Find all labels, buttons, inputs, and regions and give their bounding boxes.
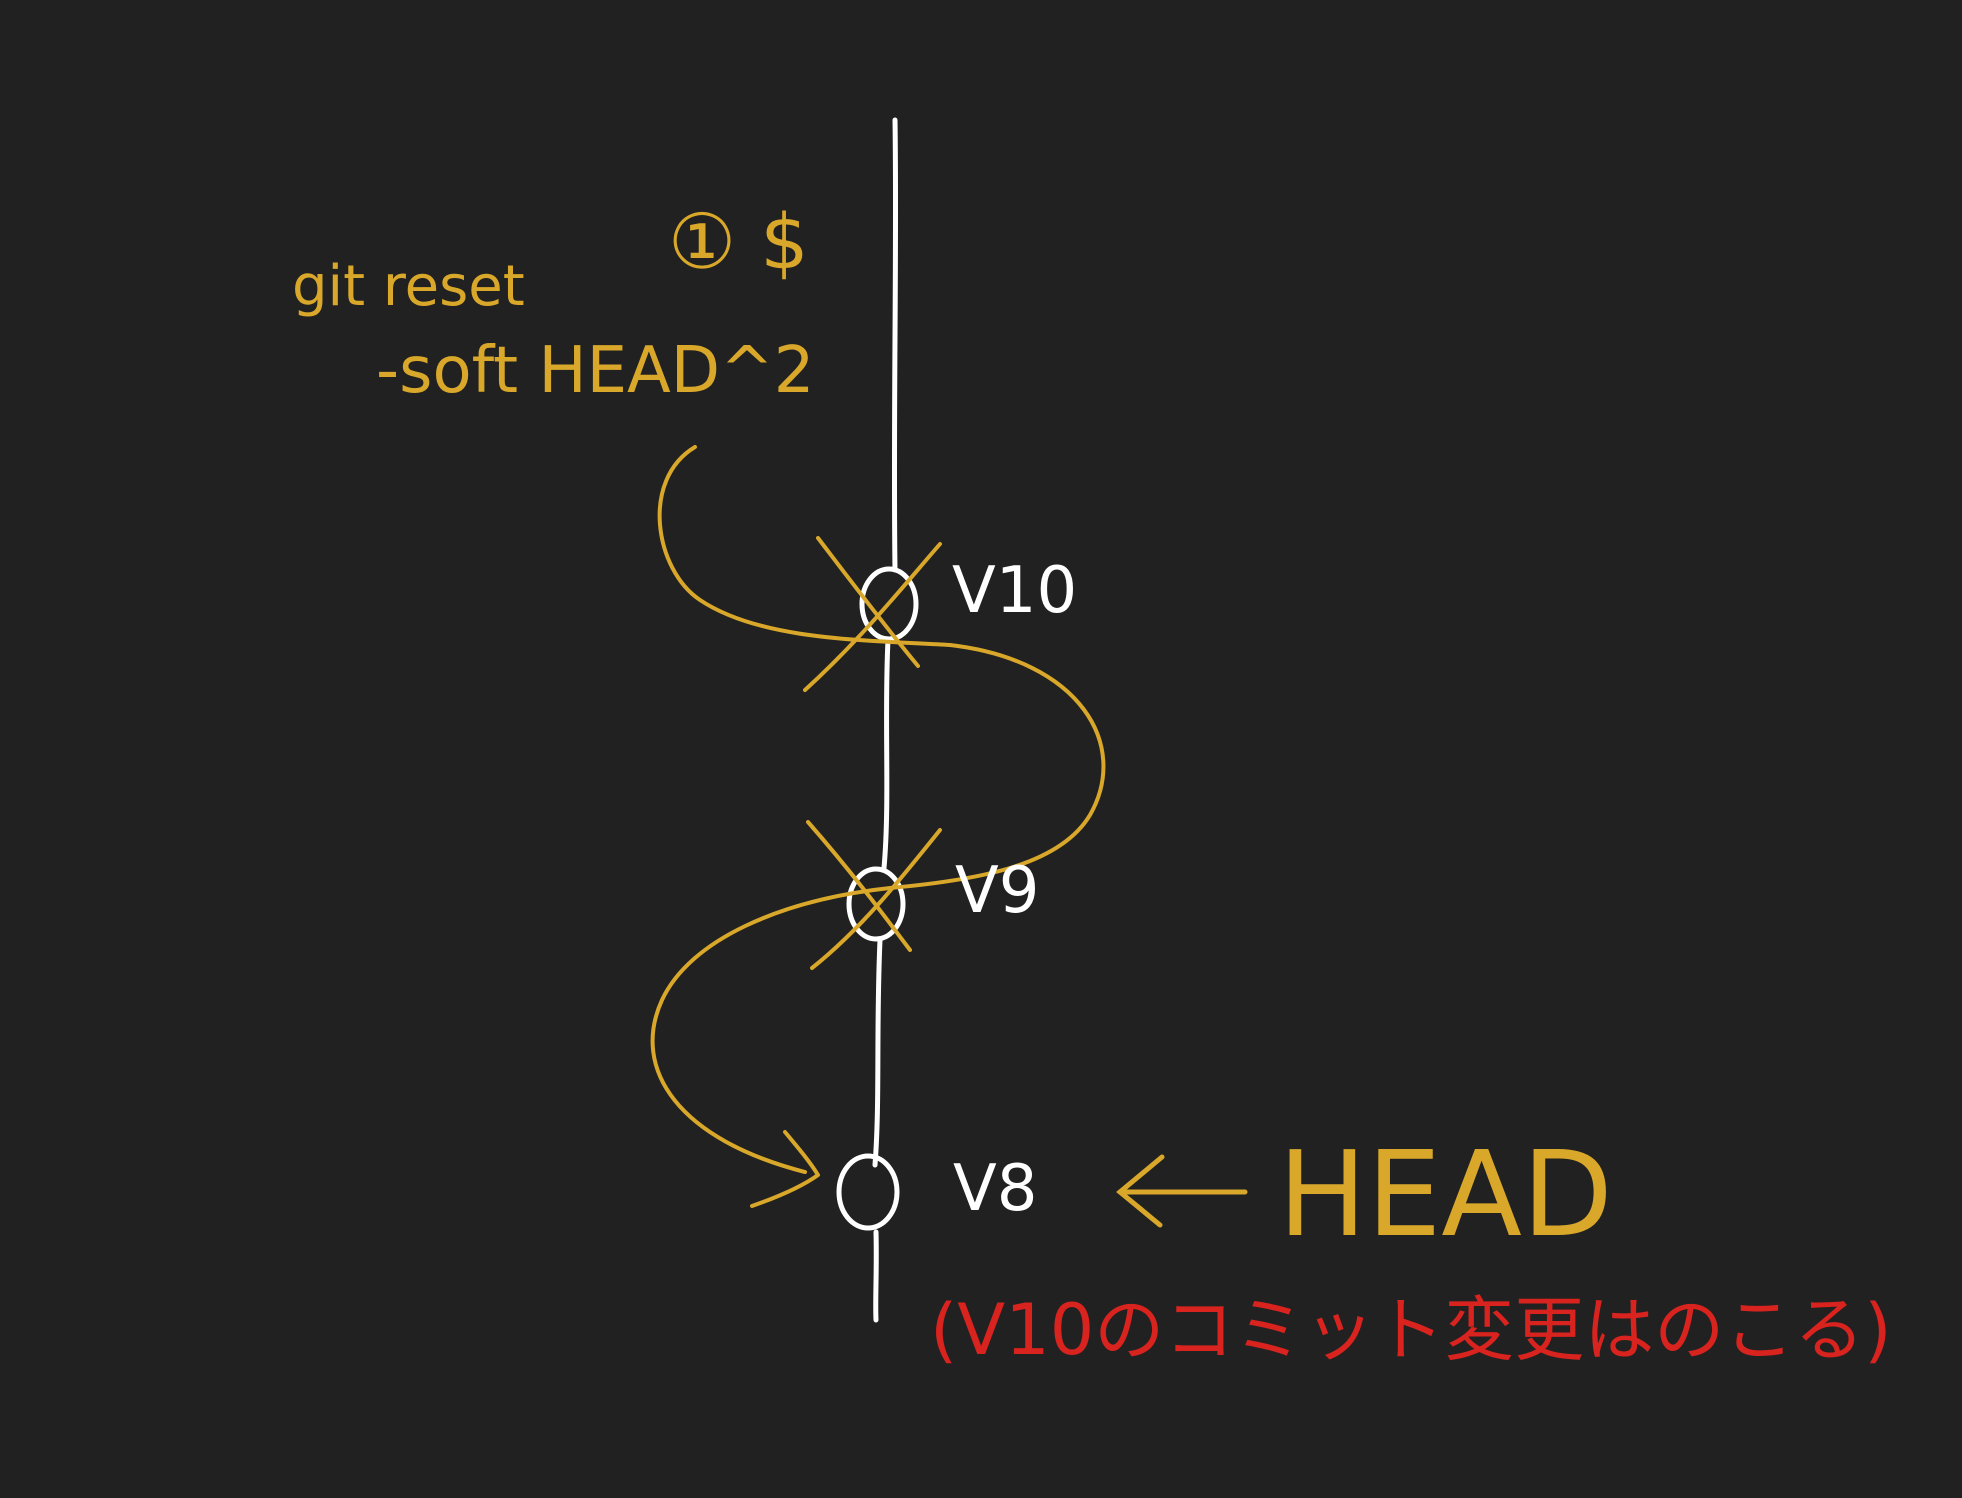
commit-node-v9 <box>846 866 906 942</box>
head-pointer-arrow <box>1116 1154 1248 1228</box>
cross-mark-v9 <box>806 820 942 970</box>
reset-arrow-path <box>650 445 1106 1174</box>
note-text: (V10のコミット変更はのこる) <box>930 1289 1892 1371</box>
commit-timeline <box>872 117 899 1323</box>
commit-label-v8: V8 <box>953 1152 1038 1226</box>
command-line-2: -soft HEAD^2 <box>376 334 814 408</box>
reset-arrow-head <box>750 1130 820 1208</box>
head-label: HEAD <box>1278 1125 1613 1263</box>
commit-label-v10: V10 <box>952 554 1077 628</box>
command-line-1: git reset <box>292 254 525 319</box>
cross-mark-v10 <box>803 536 942 692</box>
commit-label-v9: V9 <box>955 854 1040 928</box>
commit-node-v8 <box>836 1153 900 1231</box>
step-marker: ① $ <box>668 197 809 286</box>
commit-node-v10 <box>859 566 919 642</box>
